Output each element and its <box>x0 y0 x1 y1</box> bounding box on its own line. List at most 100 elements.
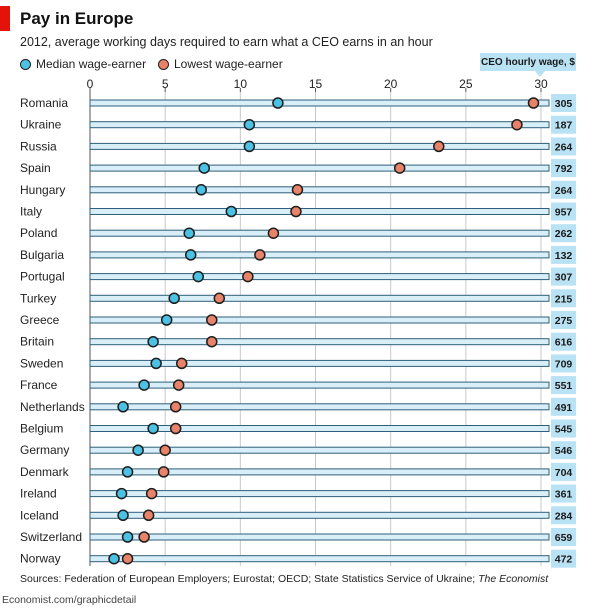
row-bar-russia <box>89 142 550 150</box>
point-median-turkey <box>168 292 180 305</box>
point-median-hungary <box>195 184 207 196</box>
ceo-wage-britain: 616 <box>555 337 573 349</box>
row-bar-norway <box>89 555 550 563</box>
ceo-box-hungary <box>551 180 576 199</box>
ceo-box-greece <box>551 311 576 329</box>
ceo-wage-poland: 262 <box>555 228 573 240</box>
point-median-britain <box>147 335 159 348</box>
ceo-box-germany <box>551 441 576 460</box>
point-median-greece <box>160 314 173 326</box>
ceo-wage-hungary: 264 <box>555 185 573 197</box>
ceo-box-britain <box>551 332 576 351</box>
row-bar-poland <box>89 229 550 237</box>
source-text: Sources: Federation of European Employer… <box>20 573 479 585</box>
ceo-wage-romania: 305 <box>555 98 573 110</box>
point-median-portugal <box>192 270 204 283</box>
point-median-norway <box>108 552 120 565</box>
x-tick-label-10: 10 <box>234 77 248 91</box>
point-median-russia <box>243 140 256 153</box>
chart-subtitle: 2012, average working days required to e… <box>20 35 433 49</box>
ceo-wage-ireland: 361 <box>555 489 573 501</box>
row-bar-hungary <box>89 186 550 194</box>
row-bar-ireland <box>89 490 550 498</box>
legend-median-label: Median wage-earner <box>36 57 147 71</box>
point-lowest-sweden <box>175 357 188 370</box>
ceo-wage-germany: 546 <box>555 445 573 457</box>
country-label-britain: Britain <box>20 335 54 349</box>
ceo-box-netherlands <box>551 397 576 416</box>
ceo-wage-ukraine: 187 <box>555 120 573 132</box>
ceo-wage-portugal: 307 <box>555 272 573 284</box>
country-label-spain: Spain <box>20 161 51 175</box>
point-median-switzerland <box>121 531 134 543</box>
ceo-wage-greece: 275 <box>555 315 573 327</box>
point-median-denmark <box>121 466 134 478</box>
country-label-france: France <box>20 378 58 392</box>
country-label-poland: Poland <box>20 226 57 240</box>
point-lowest-belgium <box>169 422 182 435</box>
point-lowest-portugal <box>242 270 254 283</box>
point-lowest-britain <box>206 335 218 348</box>
point-median-spain <box>198 162 211 174</box>
country-label-bulgaria: Bulgaria <box>20 248 64 262</box>
row-bar-britain <box>89 338 550 346</box>
country-label-norway: Norway <box>20 552 61 566</box>
row-bar-sweden <box>89 359 550 367</box>
ceo-wage-france: 551 <box>555 380 573 392</box>
ceo-wage-turkey: 215 <box>555 293 573 305</box>
ceo-wage-bulgaria: 132 <box>555 250 573 262</box>
point-lowest-poland <box>267 227 280 239</box>
row-bar-netherlands <box>89 403 550 411</box>
point-median-netherlands <box>117 401 129 413</box>
ceo-wage-belgium: 545 <box>555 424 573 436</box>
point-median-bulgaria <box>184 249 197 261</box>
legend-lowest-label: Lowest wage-earner <box>174 57 283 71</box>
row-bar-switzerland <box>89 533 550 541</box>
country-label-italy: Italy <box>20 205 42 219</box>
x-tick-label-25: 25 <box>459 77 473 91</box>
point-lowest-greece <box>206 314 218 326</box>
country-label-sweden: Sweden <box>20 356 63 370</box>
point-lowest-netherlands <box>169 401 182 413</box>
row-bar-belgium <box>89 425 550 432</box>
row-bar-italy <box>89 208 550 215</box>
ceo-box-spain <box>551 159 576 178</box>
point-lowest-hungary <box>291 184 304 196</box>
country-label-ukraine: Ukraine <box>20 118 62 132</box>
country-label-switzerland: Switzerland <box>20 530 82 544</box>
point-median-france <box>138 379 150 391</box>
point-lowest-turkey <box>213 292 226 305</box>
point-lowest-romania <box>527 97 540 109</box>
country-label-denmark: Denmark <box>20 465 70 479</box>
ceo-wage-switzerland: 659 <box>555 532 573 544</box>
point-lowest-ireland <box>145 487 158 500</box>
ceo-box-norway <box>551 549 576 568</box>
source-note: Sources: Federation of European Employer… <box>20 573 548 585</box>
ceo-wage-iceland: 284 <box>555 510 573 522</box>
lowest-dot-icon <box>158 58 169 70</box>
ceo-wage-denmark: 704 <box>555 467 573 479</box>
x-tick-label-15: 15 <box>309 77 323 91</box>
ceo-wage-header: CEO hourly wage, $ <box>480 53 576 71</box>
point-median-belgium <box>147 422 159 435</box>
row-bar-ukraine <box>89 121 550 129</box>
ceo-box-switzerland <box>551 528 576 546</box>
point-lowest-germany <box>159 444 171 456</box>
point-lowest-denmark <box>157 466 170 478</box>
ceo-wage-italy: 957 <box>555 207 573 219</box>
ceo-wage-netherlands: 491 <box>555 402 573 414</box>
ceo-box-russia <box>551 137 576 156</box>
x-tick-label-0: 0 <box>87 77 94 91</box>
ceo-wage-sweden: 709 <box>555 358 573 370</box>
row-bar-romania <box>89 99 550 107</box>
legend-lowest: Lowest wage-earner <box>158 57 283 71</box>
ceo-header-arrow-icon <box>535 71 545 77</box>
country-label-netherlands: Netherlands <box>20 400 85 414</box>
chart-title: Pay in Europe <box>20 9 134 28</box>
row-bar-germany <box>89 446 550 454</box>
brand-red-tag <box>0 6 10 31</box>
source-publication: The Economist <box>478 573 549 585</box>
legend-median: Median wage-earner <box>20 57 146 71</box>
row-bar-iceland <box>89 511 550 519</box>
